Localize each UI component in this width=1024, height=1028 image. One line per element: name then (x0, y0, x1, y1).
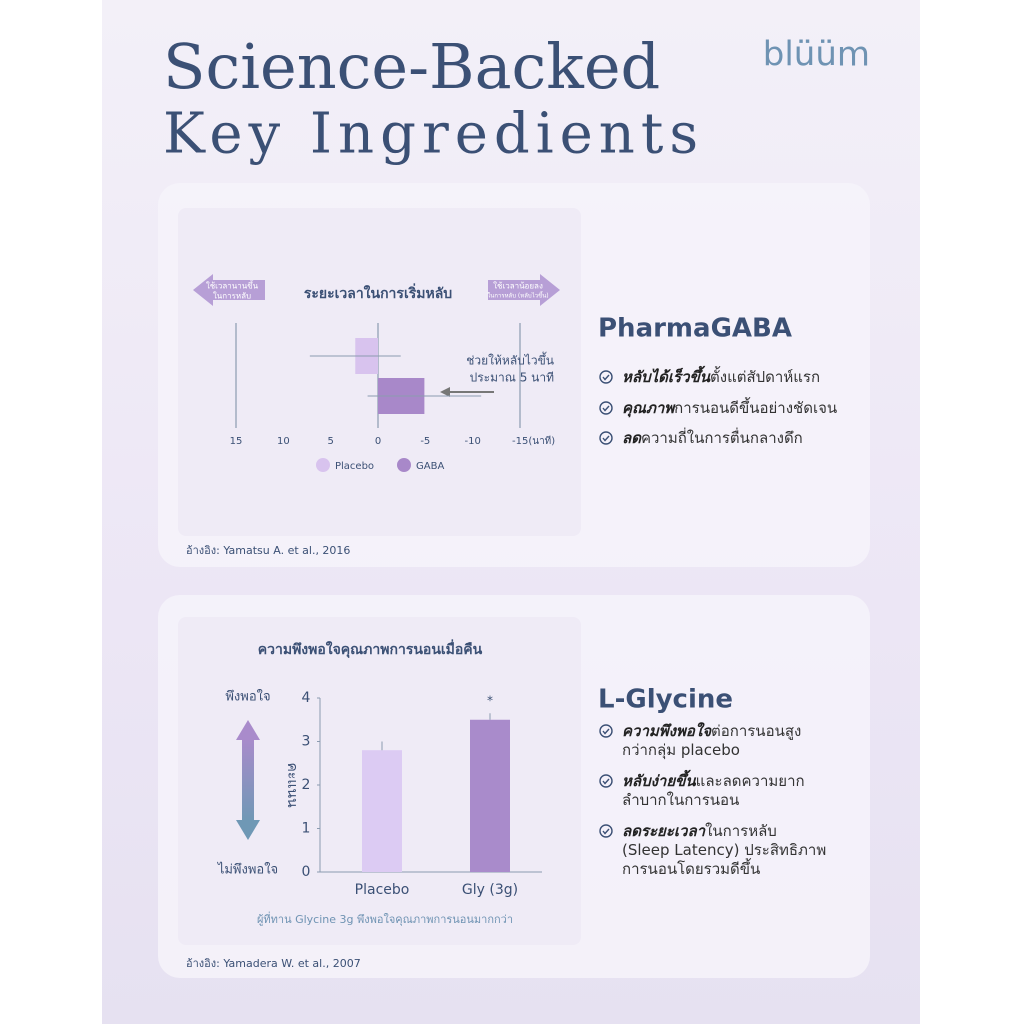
direction-label: ใช้เวลาน้อยลง (493, 282, 543, 291)
scale-label: พึงพอใจ (225, 689, 270, 705)
x-tick-label: -15(นาที) (512, 435, 555, 447)
bullet-line: หลับได้เร็วขึ้นตั้งแต่สัปดาห์แรก (622, 365, 820, 386)
check-icon (599, 370, 613, 384)
logo: blüüm (763, 35, 870, 75)
x-tick-label: 0 (375, 436, 381, 447)
x-tick-label: -5 (420, 436, 430, 447)
x-tick-label: -10 (464, 436, 480, 447)
bullet-line: ลดความถี่ในการตื่นกลางดึก (622, 427, 803, 447)
check-icon (602, 728, 610, 735)
direction-arrow (488, 274, 560, 306)
bar (362, 750, 402, 872)
annotation: ประมาณ 5 นาที (470, 371, 554, 385)
x-tick-label: 10 (277, 436, 290, 447)
x-tick-label: Placebo (355, 882, 410, 898)
direction-arrow (193, 274, 265, 306)
bullet-emphasis: หลับได้เร็วขึ้น (622, 365, 711, 386)
significance: * (487, 694, 493, 708)
bullet-line: ความพึงพอใจต่อการนอนสูง (622, 722, 801, 740)
note: ผู้ที่ทาน Glycine 3g พึงพอใจคุณภาพการนอน… (257, 911, 513, 926)
check-icon (599, 774, 613, 788)
direction-label: ใช้เวลานานขึ้น (206, 280, 259, 291)
y-axis-label: คะแนน (284, 762, 300, 807)
bullet-line: หลับง่ายขึ้นและลดความยาก (622, 769, 805, 790)
y-tick-label: 2 (302, 777, 311, 793)
bullet-emphasis: คุณภาพ (622, 399, 676, 418)
check-icon (599, 431, 613, 445)
bullet-emphasis: ความพึงพอใจ (622, 722, 712, 740)
direction-label: ในการหลับ (213, 292, 251, 301)
bullet-text: (Sleep Latency) ประสิทธิภาพ (622, 841, 826, 859)
bullet-line: คุณภาพการนอนดีขึ้นอย่างชัดเจน (622, 397, 837, 418)
legend-label: GABA (416, 461, 444, 472)
bullet-text: ตั้งแต่สัปดาห์แรก (710, 366, 820, 386)
y-tick-label: 0 (302, 864, 311, 880)
bullet-line: (Sleep Latency) ประสิทธิภาพ (622, 841, 826, 859)
check-icon (599, 824, 613, 838)
y-tick-label: 1 (302, 821, 311, 837)
bullet-line: ลดระยะเวลาในการหลับ (622, 822, 777, 840)
scale-arrow (236, 820, 260, 840)
scale-label: ไม่พึงพอใจ (217, 862, 278, 878)
bullet-line: การนอนโดยรวมดีขึ้น (622, 858, 760, 878)
bullet-emphasis: ลดระยะเวลา (622, 822, 707, 840)
reference: อ้างอิง: Yamatsu A. et al., 2016 (186, 544, 350, 557)
check-icon (602, 778, 610, 785)
bullet-emphasis: หลับง่ายขึ้น (622, 769, 696, 790)
bullet-text: การนอนดีขึ้นอย่างชัดเจน (674, 397, 837, 417)
legend-swatch (397, 458, 411, 472)
legend-swatch (316, 458, 330, 472)
check-icon (602, 405, 610, 412)
section-title: L-Glycine (598, 685, 733, 715)
check-icon (602, 435, 610, 442)
bullet-text: และลดความยาก (696, 772, 805, 790)
bullet-text: ในการหลับ (705, 822, 777, 840)
x-tick-label: 15 (230, 436, 243, 447)
chart-title: ความพึงพอใจคุณภาพการนอนเมื่อคืน (258, 639, 483, 658)
section-title: PharmaGABA (598, 314, 792, 344)
bullet-text: ความถี่ในการตื่นกลางดึก (641, 427, 803, 447)
x-tick-label: Gly (3g) (462, 882, 518, 898)
direction-label: ในการหลับ (หลับไวขึ้น) (487, 290, 548, 300)
y-tick-label: 4 (302, 690, 311, 706)
bullet-line: กว่ากลุ่ม placebo (622, 741, 740, 760)
y-tick-label: 3 (302, 734, 311, 750)
bullet-emphasis: ลด (622, 429, 642, 447)
check-icon (599, 724, 613, 738)
check-icon (602, 374, 610, 381)
title-line: Science-Backed (163, 30, 660, 103)
scale-arrow (242, 738, 254, 822)
bar (470, 719, 510, 872)
check-icon (602, 828, 610, 835)
annotation: ช่วยให้หลับไวขึ้น (466, 352, 554, 368)
bullet-text: ลำบากในการนอน (622, 791, 739, 809)
bullet-text: การนอนโดยรวมดีขึ้น (622, 858, 760, 878)
bullet-text: กว่ากลุ่ม placebo (622, 741, 740, 760)
chart-panel (178, 208, 581, 536)
scale-arrow (236, 720, 260, 740)
bullet-line: ลำบากในการนอน (622, 791, 739, 809)
check-icon (599, 401, 613, 415)
bullet-text: ต่อการนอนสูง (711, 722, 801, 740)
x-tick-label: 5 (327, 436, 333, 447)
title-line: Key Ingredients (163, 102, 704, 167)
chart-title: ระยะเวลาในการเริ่มหลับ (304, 283, 452, 302)
legend-label: Placebo (335, 461, 374, 472)
annotation-arrowhead (440, 387, 450, 397)
reference: อ้างอิง: Yamadera W. et al., 2007 (186, 957, 361, 970)
